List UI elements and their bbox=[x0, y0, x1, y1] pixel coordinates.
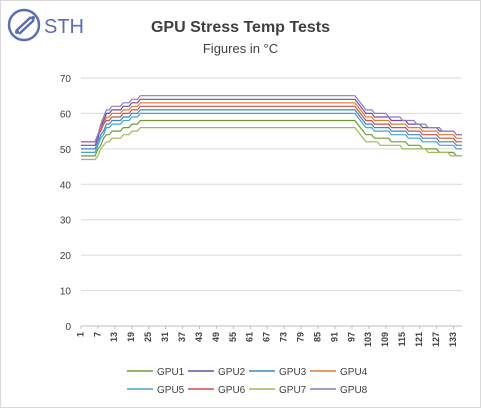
x-tick-label: 103 bbox=[363, 332, 373, 347]
legend-entry-gpu2: GPU2 bbox=[188, 367, 246, 378]
x-tick-label: 79 bbox=[296, 332, 306, 342]
legend: GPU1 GPU2 GPU3 GPU4 GPU5 GPU6 GPU7 GPU8 bbox=[127, 367, 368, 396]
series-line-gpu2 bbox=[81, 98, 462, 146]
x-tick-label: 25 bbox=[143, 332, 153, 342]
x-tick-label: 127 bbox=[431, 332, 441, 347]
x-tick-label: 43 bbox=[194, 332, 204, 342]
y-tick-label: 30 bbox=[60, 216, 72, 227]
x-tick-label: 1 bbox=[75, 332, 85, 337]
legend-label: GPU1 bbox=[157, 367, 185, 378]
x-tick-label: 67 bbox=[262, 332, 272, 342]
x-tick-label: 109 bbox=[380, 332, 390, 347]
x-tick-label: 115 bbox=[397, 332, 407, 347]
x-tick-label: 97 bbox=[346, 332, 356, 342]
x-tick-label: 85 bbox=[312, 332, 322, 342]
y-tick-label: 0 bbox=[65, 322, 71, 333]
y-tick-label: 50 bbox=[60, 145, 72, 156]
y-tick-label: 20 bbox=[60, 251, 72, 262]
series-line-gpu3 bbox=[81, 109, 462, 150]
brand-name: STH bbox=[44, 16, 84, 38]
y-tick-label: 70 bbox=[60, 74, 72, 85]
chart-subtitle: Figures in °C bbox=[202, 41, 279, 56]
series-line-gpu6 bbox=[81, 105, 462, 143]
series-line-gpu7 bbox=[81, 127, 462, 161]
y-tick-label: 60 bbox=[60, 109, 72, 120]
chart-title: GPU Stress Temp Tests bbox=[150, 19, 331, 36]
y-tick-label: 10 bbox=[60, 287, 72, 298]
x-tick-label: 13 bbox=[109, 332, 119, 342]
series-line-gpu8 bbox=[81, 95, 462, 143]
legend-entry-gpu3: GPU3 bbox=[249, 367, 307, 378]
legend-label: GPU6 bbox=[218, 385, 246, 396]
legend-label: GPU3 bbox=[279, 367, 307, 378]
legend-label: GPU7 bbox=[279, 385, 307, 396]
legend-label: GPU2 bbox=[218, 367, 246, 378]
x-tick-label: 73 bbox=[279, 332, 289, 342]
x-tick-label: 121 bbox=[414, 332, 424, 347]
x-tick-label: 55 bbox=[228, 332, 238, 342]
legend-entry-gpu1: GPU1 bbox=[127, 367, 185, 378]
sth-logo: STH bbox=[7, 8, 84, 42]
legend-entry-gpu7: GPU7 bbox=[249, 385, 307, 396]
series-lines bbox=[81, 95, 462, 161]
legend-label: GPU5 bbox=[157, 385, 185, 396]
legend-label: GPU8 bbox=[340, 385, 368, 396]
legend-entry-gpu8: GPU8 bbox=[310, 385, 368, 396]
series-line-gpu1 bbox=[81, 119, 462, 157]
legend-label: GPU4 bbox=[340, 367, 368, 378]
series-line-gpu4 bbox=[81, 102, 462, 143]
x-tick-label: 31 bbox=[160, 332, 170, 342]
x-tick-label: 91 bbox=[329, 332, 339, 342]
series-line-gpu5 bbox=[81, 112, 462, 153]
legend-entry-gpu4: GPU4 bbox=[310, 367, 368, 378]
x-tick-label: 19 bbox=[126, 332, 136, 342]
legend-entry-gpu5: GPU5 bbox=[127, 385, 185, 396]
y-tick-label: 40 bbox=[60, 180, 72, 191]
x-tick-label: 49 bbox=[211, 332, 221, 342]
x-tick-label: 37 bbox=[177, 332, 187, 342]
x-tick-label: 61 bbox=[245, 332, 255, 342]
x-tick-label: 7 bbox=[92, 332, 102, 337]
x-tick-label: 133 bbox=[448, 332, 458, 347]
x-axis: 1 7 13 19 25 31 37 43 49 55 61 67 73 79 85 91 97 103 109 11… bbox=[75, 326, 458, 347]
y-axis: 0 10 20 30 40 50 60 70 bbox=[60, 74, 72, 333]
legend-entry-gpu6: GPU6 bbox=[188, 385, 246, 396]
